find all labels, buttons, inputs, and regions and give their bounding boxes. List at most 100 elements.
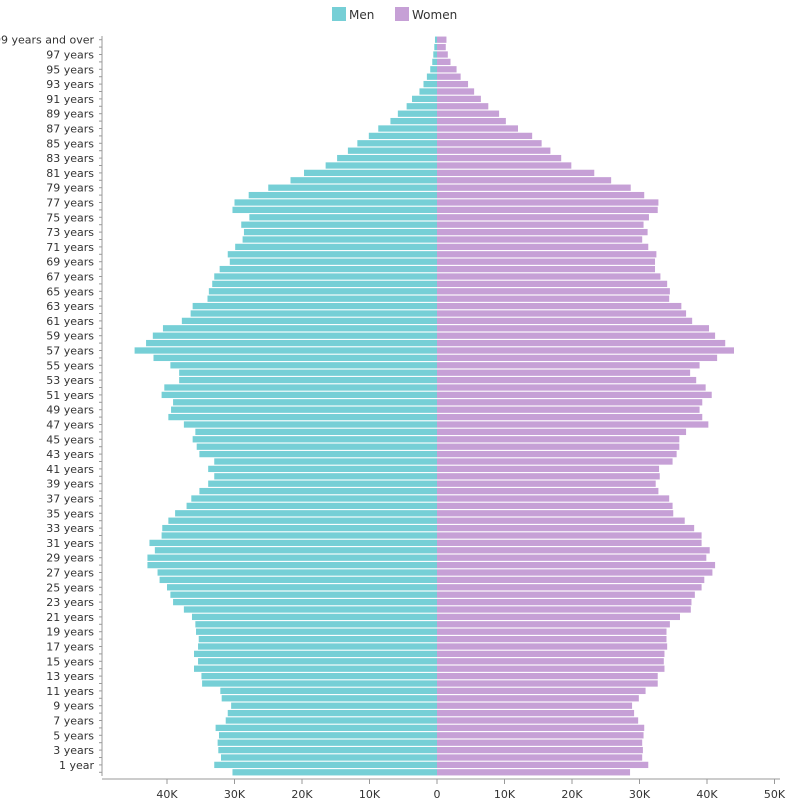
men-bar [201, 672, 437, 680]
y-tick-label: 27 years [46, 567, 94, 580]
women-bar [437, 206, 658, 214]
men-bar [229, 258, 437, 265]
y-tick-label: 41 years [46, 463, 94, 476]
women-bar [437, 643, 668, 650]
women-bar [437, 384, 706, 391]
women-bar [437, 687, 646, 695]
men-bar [181, 317, 437, 325]
women-bar [437, 354, 718, 362]
x-tick-label: 0 [434, 788, 441, 801]
y-tick-label: 7 years [53, 715, 94, 728]
y-tick-label: 99 years and over [0, 34, 94, 47]
men-bar [214, 273, 437, 280]
men-bar [221, 754, 437, 761]
legend-label-men[interactable]: Men [349, 8, 374, 22]
men-bar [199, 487, 437, 495]
men-bar [325, 162, 438, 169]
men-bar [147, 561, 437, 569]
women-bar [437, 584, 702, 591]
legend-swatch-men[interactable] [332, 7, 346, 21]
men-bar [152, 332, 437, 339]
women-bar [437, 73, 461, 80]
women-bar [437, 169, 595, 177]
women-bar [437, 428, 687, 436]
men-bar [218, 746, 437, 754]
women-bar [437, 502, 673, 510]
y-tick-label: 23 years [46, 596, 94, 609]
men-bar [147, 554, 437, 561]
men-bar [207, 295, 437, 302]
women-bar [437, 591, 695, 598]
y-tick-label: 89 years [46, 108, 94, 121]
men-bar [212, 280, 437, 288]
women-bar [437, 391, 712, 399]
y-tick-label: 83 years [46, 152, 94, 165]
women-bar [437, 465, 660, 473]
y-tick-label: 31 years [46, 537, 94, 550]
women-bar [437, 362, 700, 369]
y-tick-label: 15 years [46, 655, 94, 668]
y-tick-label: 43 years [46, 448, 94, 461]
x-tick-label: 10K [359, 788, 381, 801]
x-tick-label: 30K [224, 788, 246, 801]
men-bar [406, 103, 438, 110]
women-bar [437, 695, 639, 702]
women-bar [437, 154, 562, 162]
y-tick-label: 81 years [46, 167, 94, 180]
women-bars [437, 36, 734, 776]
men-bar [232, 769, 437, 776]
women-bar [437, 88, 475, 95]
y-tick-label: 97 years [46, 49, 94, 62]
women-bar [437, 43, 446, 51]
women-bar [437, 510, 674, 517]
men-bar [232, 206, 437, 214]
y-tick-label: 33 years [46, 522, 94, 535]
women-bar [437, 132, 533, 140]
men-bar [218, 732, 437, 739]
men-bar [194, 665, 437, 672]
women-bar [437, 251, 657, 258]
women-bar [437, 162, 572, 169]
x-tick-label: 30K [629, 788, 651, 801]
y-tick-label: 25 years [46, 581, 94, 594]
men-bar [162, 325, 437, 332]
y-tick-label: 21 years [46, 611, 94, 624]
x-tick-label: 20K [561, 788, 583, 801]
legend-swatch-women[interactable] [395, 7, 409, 21]
men-bar [433, 51, 437, 58]
y-tick-label: 19 years [46, 626, 94, 639]
women-bar [437, 495, 670, 502]
women-bar [437, 66, 457, 73]
women-bar [437, 288, 670, 295]
y-tick-label: 37 years [46, 493, 94, 506]
women-bar [437, 399, 703, 406]
men-bars [134, 36, 438, 776]
men-bar [432, 58, 437, 66]
women-bar [437, 672, 658, 680]
y-tick-label: 95 years [46, 63, 94, 76]
y-tick-label: 3 years [53, 744, 94, 757]
men-bar [198, 658, 437, 665]
y-tick-label: 87 years [46, 123, 94, 136]
y-tick-label: 75 years [46, 211, 94, 224]
women-bar [437, 199, 659, 206]
legend-label-women[interactable]: Women [412, 8, 457, 22]
men-bar [220, 687, 437, 695]
women-bar [437, 746, 643, 754]
women-bar [437, 450, 677, 458]
men-bar [434, 36, 437, 43]
men-bar [426, 73, 438, 80]
women-bar [437, 761, 649, 769]
y-tick-label: 47 years [46, 419, 94, 432]
y-tick-label: 13 years [46, 670, 94, 683]
y-tick-label: 67 years [46, 271, 94, 284]
women-bar [437, 191, 645, 199]
y-tick-label: 55 years [46, 359, 94, 372]
men-bar [248, 191, 437, 199]
women-bar [437, 236, 643, 243]
women-bar [437, 228, 648, 236]
women-bar [437, 635, 667, 643]
men-bar [217, 739, 438, 746]
women-bar [437, 140, 542, 147]
men-bar [215, 724, 437, 732]
